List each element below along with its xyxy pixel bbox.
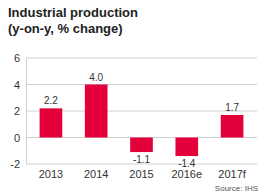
bar xyxy=(221,115,244,138)
y-tick-label: 6 xyxy=(14,52,20,64)
y-tick: 4 xyxy=(14,79,26,91)
grid xyxy=(26,58,257,164)
title: Industrial production xyxy=(8,5,138,20)
y-tick: -2 xyxy=(10,158,26,170)
data-label: 2.2 xyxy=(44,95,58,106)
bar xyxy=(175,138,198,157)
y-tick-label: -2 xyxy=(10,158,20,170)
data-label: -1.1 xyxy=(133,154,151,165)
y-tick-label: 0 xyxy=(14,132,20,144)
y-tick: 2 xyxy=(14,105,26,117)
x-tick-label: 2015 xyxy=(129,168,153,180)
data-labels: 2.2 4.0 -1.1 -1.4 1.7 xyxy=(44,72,240,170)
x-tick-label: 2014 xyxy=(84,168,108,180)
data-label: 4.0 xyxy=(89,72,103,83)
y-tick: 0 xyxy=(14,132,26,144)
chart: Industrial production(y-on-y, % change) -… xyxy=(0,0,261,193)
subtitle: (y-on-y, % change) xyxy=(8,21,123,36)
bar xyxy=(40,108,63,137)
y-tick-label: 4 xyxy=(14,79,20,91)
x-tick-label: 2016e xyxy=(171,168,202,180)
bar xyxy=(130,138,153,153)
grid-line xyxy=(26,58,257,59)
x-tick-label: 2017f xyxy=(218,168,246,180)
x-tick: 2016e xyxy=(171,168,202,180)
bars xyxy=(40,85,244,157)
data-label: 1.7 xyxy=(225,102,239,113)
grid-line xyxy=(26,84,257,85)
y-tick-label: 2 xyxy=(14,105,20,117)
bar xyxy=(85,85,108,138)
x-tick: 2015 xyxy=(129,168,153,180)
source: Source: IHS xyxy=(215,184,258,193)
y-axis: -2 0 2 4 6 xyxy=(10,52,26,170)
x-tick: 2017f xyxy=(218,168,246,180)
x-tick-label: 2013 xyxy=(39,168,63,180)
y-axis-line xyxy=(26,59,27,165)
x-tick: 2014 xyxy=(84,168,108,180)
y-tick: 6 xyxy=(14,52,26,64)
x-tick: 2013 xyxy=(39,168,63,180)
x-axis: 2013 2014 2015 2016e 2017f xyxy=(39,168,247,180)
data-label: -1.4 xyxy=(178,158,196,169)
